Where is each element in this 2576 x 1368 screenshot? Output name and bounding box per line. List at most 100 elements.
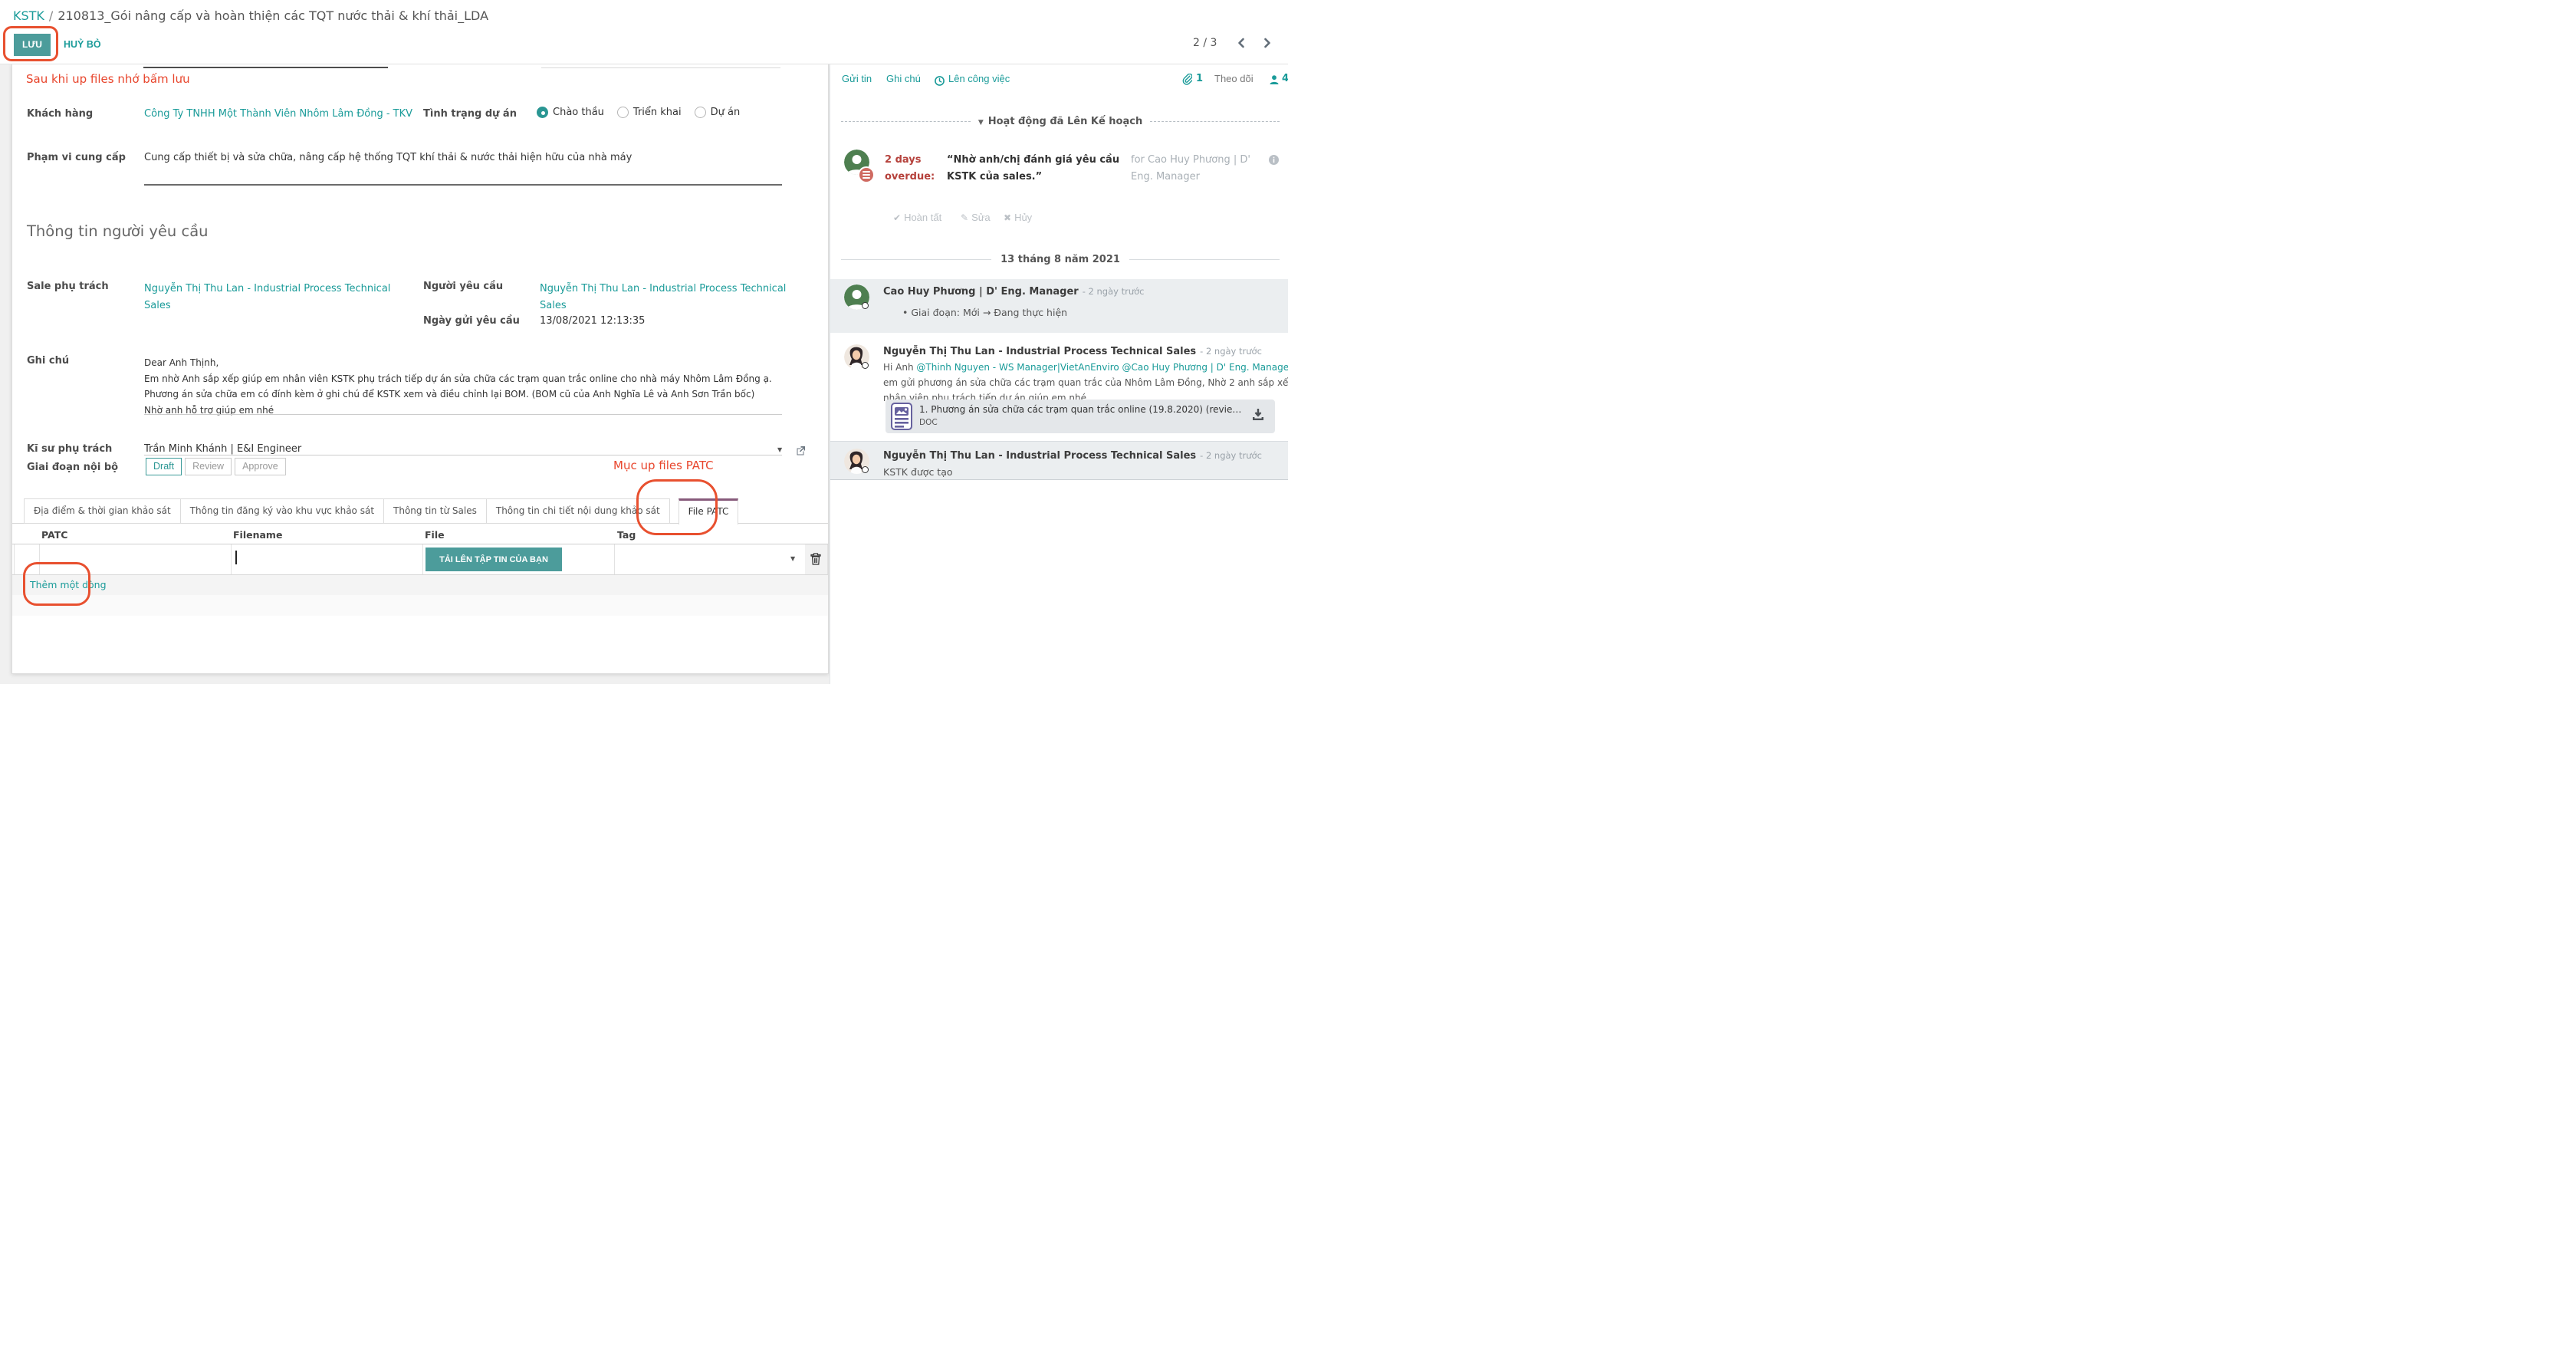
note-line: Em nhờ Anh sắp xếp giúp em nhân viên KST… [144,373,772,384]
message-time: - 2 ngày trước [1200,450,1262,461]
scope-input-underline [144,184,782,186]
date-divider: 13 tháng 8 năm 2021 [841,254,1280,265]
attachments-count[interactable]: 1 [1196,73,1204,84]
cropped-field-underline [541,67,780,68]
message-line-mentions: Hi Anh @Thinh Nguyen - WS Manager|VietAn… [883,362,1288,373]
radio-option-chao-thau[interactable]: Chào thầu [537,107,604,118]
col-header-patc[interactable]: PATC [41,529,68,541]
note-input[interactable]: Dear Anh Thịnh, Em nhờ Anh sắp xếp giúp … [144,355,803,418]
activity-overdue-text: 2 days overdue: [885,154,935,183]
save-button[interactable]: LƯU [14,34,51,56]
col-header-filename[interactable]: Filename [233,529,283,541]
mention-links[interactable]: @Thinh Nguyen - WS Manager|VietAnEnviro … [916,362,1288,373]
stage-draft-button[interactable]: Draft [146,458,182,475]
paperclip-icon[interactable] [1182,73,1193,88]
scope-label: Phạm vi cung cấp [27,152,126,163]
activity-done-button[interactable]: ✔ Hoàn tất [893,212,942,223]
engineer-select[interactable]: Trần Minh Khánh | E&I Engineer [144,443,302,455]
planned-activities-header[interactable]: ▼ Hoạt động đã Lên Kế hoạch [841,116,1280,127]
stage-approve-button[interactable]: Approve [235,458,286,475]
tab-dia-diem[interactable]: Địa điểm & thời gian khảo sát [24,498,181,524]
add-a-line-link[interactable]: Thêm một dòng [30,579,107,590]
message-author[interactable]: Nguyễn Thị Thu Lan - Industrial Process … [883,450,1262,462]
radio-option-trien-khai[interactable]: Triển khai [616,107,682,118]
attachment-card[interactable]: 1. Phương án sửa chữa các trạm quan trắc… [886,400,1275,433]
download-icon[interactable] [1252,409,1264,425]
pager-count: 2 / 3 [1193,37,1217,49]
stage-review-button[interactable]: Review [185,458,232,475]
scope-input[interactable]: Cung cấp thiết bị và sửa chữa, nâng cấp … [144,152,632,163]
activity-overdue-badge-icon [858,166,875,183]
activity-cancel-button[interactable]: ✖ Hủy [1004,212,1033,223]
collapse-caret-icon[interactable]: ▼ [978,119,984,127]
project-status-radio-group: Chào thầu Triển khai Dự án [537,107,740,118]
message-body: • Giai đoạn: Mới → Đang thực hiện [902,307,1068,318]
send-message-button[interactable]: Gửi tin [842,73,872,84]
notebook-tabs: Địa điểm & thời gian khảo sát Thông tin … [24,498,739,525]
tab-dang-ky[interactable]: Thông tin đăng ký vào khu vực khảo sát [179,498,385,524]
request-date-label: Ngày gửi yêu cầu [423,315,520,327]
customer-link[interactable]: Công Ty TNHH Một Thành Viên Nhôm Lâm Đồn… [144,108,413,120]
schedule-activity-button[interactable]: Lên công việc [948,73,1010,84]
pager-previous-icon[interactable] [1236,38,1247,48]
activity-edit-button[interactable]: ✎ Sửa [961,212,991,223]
followers-count[interactable]: 4 [1282,73,1288,84]
tag-dropdown-icon[interactable]: ▼ [790,555,796,562]
annotation-save-note: Sau khi up files nhớ bấm lưu [26,72,190,86]
follow-button[interactable]: Theo dõi [1214,73,1254,84]
dashed-divider [841,121,971,122]
info-icon[interactable] [1269,153,1279,168]
clock-icon[interactable] [935,74,945,89]
radio-option-du-an[interactable]: Dự án [694,107,740,118]
note-label: Ghi chú [27,355,70,367]
pager-next-icon[interactable] [1262,38,1273,48]
col-header-tag[interactable]: Tag [617,529,636,541]
requester-link[interactable]: Nguyễn Thị Thu Lan - Industrial Process … [540,283,787,311]
table-row[interactable]: TẢI LÊN TẬP TIN CỦA BẠN ▼ [14,544,828,574]
engineer-label: Kĩ sư phụ trách [27,443,113,455]
breadcrumb-root-link[interactable]: KSTK [13,8,44,23]
filename-input-cursor[interactable] [235,551,237,564]
tab-tu-sales[interactable]: Thông tin từ Sales [383,498,487,524]
activity-assignee: for Cao Huy Phương | D' Eng. Manager [1131,154,1250,183]
message-comment: Nguyễn Thị Thu Lan - Industrial Process … [830,341,1288,442]
sale-in-charge-label: Sale phụ trách [27,281,109,292]
tab-chi-tiet[interactable]: Thông tin chi tiết nội dung khảo sát [485,498,670,524]
cropped-field-underline-focused [143,67,388,68]
message-author[interactable]: Cao Huy Phương | D' Eng. Manager - 2 ngày… [883,286,1145,298]
note-line: Nhờ anh hỗ trợ giúp em nhé [144,404,274,416]
delete-row-icon[interactable] [810,553,821,568]
radio-icon[interactable] [694,107,706,118]
internal-stage-statusbar: Draft Review Approve [146,458,286,475]
page-title: 210813_Gói nâng cấp và hoàn thiện các TQ… [58,8,489,23]
breadcrumb: KSTK / 210813_Gói nâng cấp và hoàn thiện c… [13,8,488,23]
external-link-icon[interactable] [796,444,806,459]
note-line: Phương án sửa chữa em có đính kèm ở ghi … [144,389,755,400]
followers-icon[interactable] [1269,74,1280,88]
document-icon [891,403,912,433]
attachment-name[interactable]: 1. Phương án sửa chữa các trạm quan trắc… [919,404,1242,415]
note-line: Dear Anh Thịnh, [144,357,219,368]
cross-icon: ✖ [1004,212,1012,223]
chatter-panel: Gửi tin Ghi chú Lên công việc 1 Theo dõi… [830,64,1288,684]
message-time: - 2 ngày trước [1082,286,1145,297]
radio-icon[interactable] [616,107,629,118]
activity-summary: “Nhờ anh/chị đánh giá yêu cầu KSTK của s… [947,154,1120,183]
annotation-circle-save [3,26,58,61]
discard-button[interactable]: HUỶ BỎ [64,39,101,50]
upload-file-button[interactable]: TẢI LÊN TẬP TIN CỦA BẠN [426,548,562,571]
chevron-down-icon[interactable]: ▼ [777,446,783,453]
annotation-patc-note: Mục up files PATC [613,459,714,472]
section-title: Thông tin người yêu cầu [27,222,209,240]
message-body: KSTK được tạo [883,466,953,478]
message-author[interactable]: Nguyễn Thị Thu Lan - Industrial Process … [883,346,1262,357]
message-notification: Nguyễn Thị Thu Lan - Industrial Process … [830,442,1288,480]
status-dot-icon [862,466,869,473]
form-view-area: Sau khi up files nhớ bấm lưu Khách hàng … [0,64,830,684]
control-panel: KSTK / 210813_Gói nâng cấp và hoàn thiện c… [0,0,1288,64]
radio-selected-icon[interactable] [537,107,548,118]
message-tracking: Cao Huy Phương | D' Eng. Manager - 2 ngày… [830,279,1288,333]
sale-in-charge-link[interactable]: Nguyễn Thị Thu Lan - Industrial Process … [144,283,391,311]
log-note-button[interactable]: Ghi chú [886,73,921,84]
col-header-file[interactable]: File [425,529,445,541]
